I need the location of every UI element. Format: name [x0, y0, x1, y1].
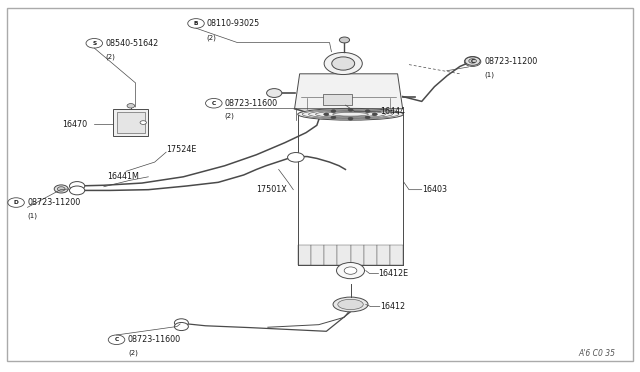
Circle shape: [324, 113, 329, 116]
Bar: [364, 245, 377, 265]
Text: (1): (1): [484, 72, 494, 78]
Circle shape: [365, 110, 370, 113]
Text: 17524E: 17524E: [166, 145, 196, 154]
Circle shape: [331, 116, 336, 119]
Text: 08540-51642: 08540-51642: [105, 39, 158, 48]
Circle shape: [140, 121, 147, 124]
FancyBboxPatch shape: [113, 109, 148, 137]
Ellipse shape: [338, 299, 364, 310]
Text: C: C: [212, 101, 216, 106]
Text: (2): (2): [128, 350, 138, 356]
Text: C: C: [470, 59, 475, 64]
Circle shape: [365, 116, 370, 119]
Text: 16444: 16444: [380, 107, 405, 116]
Text: 08723-11600: 08723-11600: [128, 335, 181, 344]
Text: (2): (2): [225, 113, 234, 119]
Polygon shape: [294, 74, 403, 109]
Bar: [324, 245, 337, 265]
Circle shape: [339, 37, 349, 43]
Bar: [377, 245, 390, 265]
Text: 16412: 16412: [380, 302, 405, 311]
Text: D: D: [13, 200, 19, 205]
Bar: [337, 245, 351, 265]
Circle shape: [287, 153, 304, 162]
Circle shape: [465, 57, 480, 65]
Text: 08110-93025: 08110-93025: [207, 19, 260, 28]
Circle shape: [331, 110, 336, 113]
Circle shape: [337, 263, 365, 279]
FancyBboxPatch shape: [117, 112, 145, 134]
Bar: [298, 245, 311, 265]
Text: C: C: [115, 337, 118, 342]
Bar: [351, 245, 364, 265]
Circle shape: [127, 104, 134, 108]
Ellipse shape: [333, 297, 368, 312]
Circle shape: [372, 113, 377, 116]
Text: A'6 C0 35: A'6 C0 35: [579, 349, 616, 358]
Ellipse shape: [298, 108, 403, 120]
Text: B: B: [194, 21, 198, 26]
Circle shape: [267, 89, 282, 97]
Text: 08723-11200: 08723-11200: [484, 57, 538, 66]
Circle shape: [468, 59, 476, 63]
Circle shape: [70, 182, 84, 190]
Circle shape: [174, 323, 188, 331]
Ellipse shape: [324, 52, 362, 74]
Circle shape: [332, 57, 355, 70]
Circle shape: [344, 267, 357, 274]
Text: 08723-11600: 08723-11600: [225, 99, 278, 108]
Circle shape: [174, 319, 188, 327]
Bar: [311, 245, 324, 265]
Text: 16441M: 16441M: [107, 172, 139, 181]
Circle shape: [348, 117, 353, 120]
Text: 17501X: 17501X: [257, 185, 287, 194]
Text: 16470: 16470: [63, 120, 88, 129]
FancyBboxPatch shape: [323, 94, 352, 105]
Bar: [390, 245, 403, 265]
Text: 08723-11200: 08723-11200: [28, 198, 81, 207]
Circle shape: [54, 185, 68, 193]
Text: 16403: 16403: [422, 185, 447, 194]
Text: 16412E: 16412E: [378, 269, 408, 278]
Circle shape: [348, 108, 353, 111]
Text: (1): (1): [28, 213, 38, 219]
Text: S: S: [92, 41, 97, 46]
Text: (2): (2): [207, 34, 217, 41]
Circle shape: [58, 187, 65, 191]
Circle shape: [70, 186, 84, 195]
Text: (2): (2): [105, 53, 115, 60]
